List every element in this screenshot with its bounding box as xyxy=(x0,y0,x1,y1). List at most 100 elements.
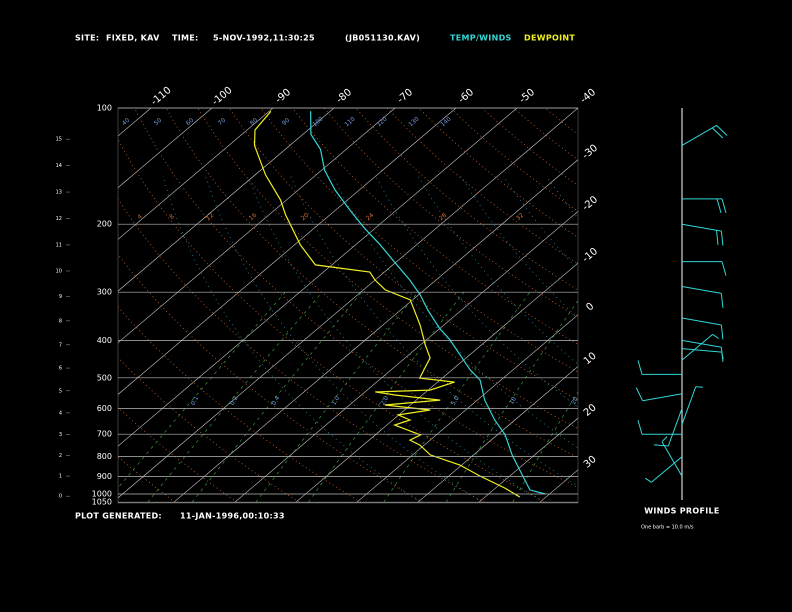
wind-barb xyxy=(661,436,683,477)
wind-barb xyxy=(681,286,724,308)
footer-time: 11-JAN-1996,00:10:33 xyxy=(180,512,285,521)
wind-barb xyxy=(645,456,683,483)
height-tick-label: 2 xyxy=(59,453,62,459)
isotherm xyxy=(118,108,457,395)
wind-barb xyxy=(682,198,727,214)
site-label: SITE: xyxy=(75,34,99,43)
mixing-ratio-label: 10 xyxy=(508,396,518,406)
height-tick-label: 9 xyxy=(59,294,62,300)
theta-label: 80 xyxy=(249,117,259,127)
height-tick-label: 7 xyxy=(59,342,62,348)
dry-adiabat xyxy=(118,357,300,503)
adiabat-label: 20 xyxy=(300,212,310,222)
legend-entry: DEWPOINT xyxy=(524,34,575,43)
wind-note: One barb = 10.0 m/s xyxy=(641,525,694,531)
height-tick-label: 15 xyxy=(56,137,62,143)
mixing-ratio-line xyxy=(118,291,286,489)
wind-barb xyxy=(681,386,703,425)
y-tick-label: 200 xyxy=(97,220,112,229)
mixing-ratio-line xyxy=(308,291,465,503)
mixing-ratio-label: 0.4 xyxy=(271,395,282,407)
footer-label: PLOT GENERATED: xyxy=(75,512,162,521)
theta-label: 40 xyxy=(121,117,131,127)
adiabat-label: 32 xyxy=(515,212,525,222)
profile-line xyxy=(310,111,546,495)
wind-barb xyxy=(637,360,682,375)
y-tick-label: 100 xyxy=(97,104,112,113)
isotherm xyxy=(118,108,274,240)
mixing-ratio-line xyxy=(383,291,531,503)
site: FIXED, KAV xyxy=(106,34,160,43)
wind-barb xyxy=(681,317,724,340)
y-tick-label: 800 xyxy=(97,452,112,461)
theta-label: 60 xyxy=(185,117,195,127)
y-tick-label: 600 xyxy=(97,404,112,413)
height-tick-label: 5 xyxy=(59,388,62,394)
y-tick-label: 500 xyxy=(97,373,112,382)
adiabat-label: 12 xyxy=(205,212,215,222)
y-tick-label: 700 xyxy=(97,430,112,439)
dry-adiabat xyxy=(118,198,485,503)
wind-barb xyxy=(637,420,682,435)
isotherm-label: 0 xyxy=(584,301,596,314)
isotherm xyxy=(478,417,578,503)
theta-label: 70 xyxy=(217,117,227,127)
isotherm xyxy=(118,108,578,499)
adiabat-label: 24 xyxy=(365,212,375,222)
isotherm xyxy=(295,262,578,503)
wind-title: WINDS PROFILE xyxy=(644,507,719,516)
theta-label: 90 xyxy=(281,117,291,127)
dry-adiabat xyxy=(134,108,578,488)
height-tick-label: 12 xyxy=(56,216,62,222)
isotherm xyxy=(118,108,213,189)
dry-adiabat xyxy=(118,456,176,503)
isotherm xyxy=(118,108,335,292)
height-tick-label: 13 xyxy=(56,190,62,196)
y-tick-label: 900 xyxy=(97,472,112,481)
dry-adiabat xyxy=(228,108,578,401)
isotherm xyxy=(118,108,518,447)
mixing-ratio-label: 0.2 xyxy=(229,395,240,407)
wind-barb xyxy=(682,261,727,276)
mixing-ratio-label: 2.0 xyxy=(379,395,390,407)
adiabat-label: 16 xyxy=(248,212,258,222)
y-tick-label: 1050 xyxy=(92,498,112,507)
wind-barb xyxy=(681,223,724,246)
mixing-ratio-line xyxy=(255,291,419,503)
adiabat-label: 28 xyxy=(438,212,448,222)
wind-barb xyxy=(653,408,683,447)
height-tick-label: 10 xyxy=(56,268,62,274)
height-tick-label: 6 xyxy=(59,366,62,372)
wind-barb xyxy=(681,124,728,146)
height-tick-label: 3 xyxy=(59,432,62,438)
y-tick-label: 1000 xyxy=(92,490,112,499)
height-tick-label: 8 xyxy=(59,318,62,324)
mixing-ratio-line xyxy=(512,391,578,503)
wind-barb xyxy=(681,333,719,361)
isotherm xyxy=(173,159,578,503)
wind-barb xyxy=(635,387,683,402)
height-tick-label: 1 xyxy=(59,474,62,480)
adiabat-label: 4 xyxy=(136,213,144,221)
height-tick-label: 14 xyxy=(56,163,62,169)
isotherm xyxy=(417,366,578,503)
isotherm xyxy=(118,108,396,344)
time-label: TIME: xyxy=(172,34,199,43)
isotherm xyxy=(356,314,578,503)
adiabat-label: 8 xyxy=(168,213,176,221)
wind-barb xyxy=(681,348,724,360)
mixing-ratio-label: 5.0 xyxy=(450,395,461,407)
y-tick-label: 300 xyxy=(97,288,112,297)
dry-adiabat xyxy=(118,306,362,503)
mixing-ratio-label: 0.1 xyxy=(190,395,201,407)
mixing-ratio-line xyxy=(147,291,323,503)
time: 5-NOV-1992,11:30:25 xyxy=(213,34,315,43)
height-tick-label: 0 xyxy=(59,494,62,500)
y-tick-label: 400 xyxy=(97,336,112,345)
file-name: (JB051130.KAV) xyxy=(345,34,420,43)
theta-label: 50 xyxy=(153,117,163,127)
dry-adiabat xyxy=(292,108,578,345)
profile-line xyxy=(253,110,521,498)
mixing-ratio-label: 20 xyxy=(570,396,580,406)
height-tick-label: 4 xyxy=(59,410,62,416)
